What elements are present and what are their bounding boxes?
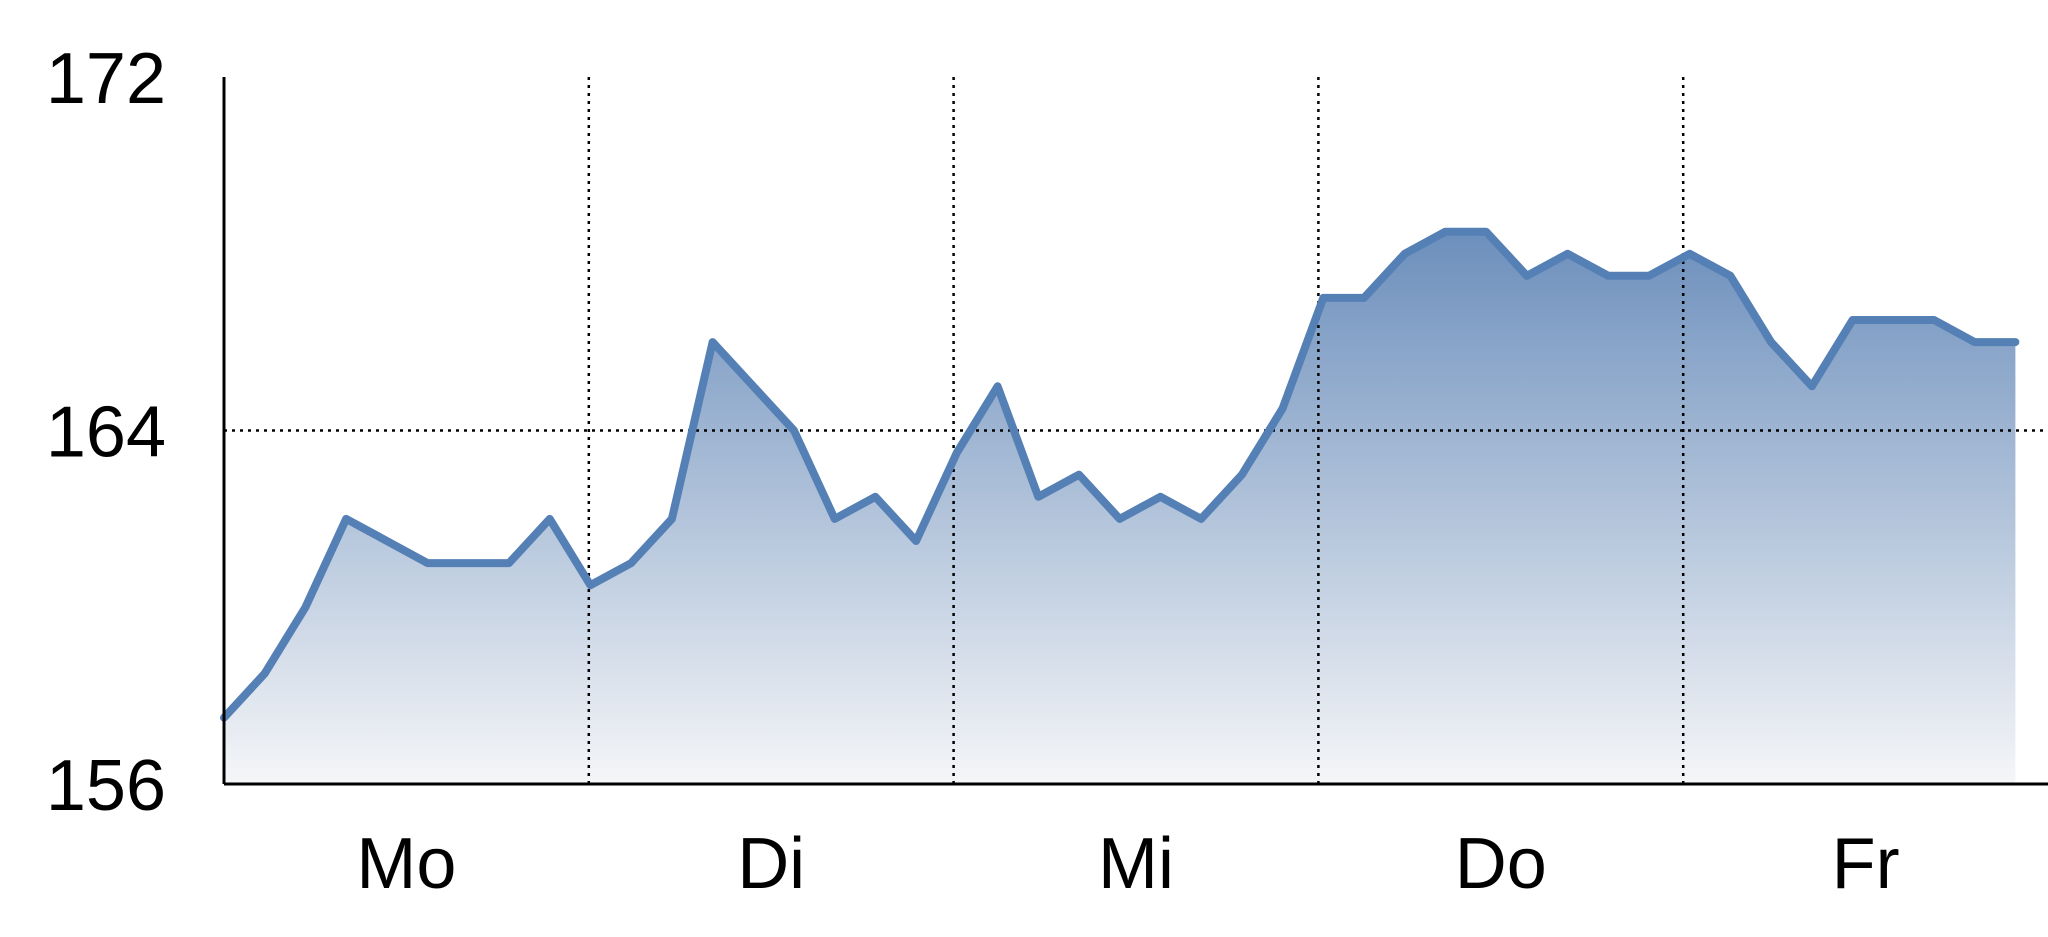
x-tick-label: Do: [1455, 824, 1547, 904]
series-area-fill: [224, 231, 2016, 784]
y-tick-labels: 156 164 172: [46, 39, 166, 826]
series-line: [220, 227, 2020, 722]
axis-layer: [222, 77, 2048, 786]
x-tick-label: Fr: [1832, 824, 1900, 904]
line-layer: [220, 227, 2020, 722]
y-tick-label: 172: [46, 39, 166, 119]
y-tick-label: 156: [46, 746, 166, 826]
x-tick-label: Mi: [1098, 824, 1174, 904]
x-tick-label: Mo: [356, 824, 456, 904]
area-layer: [224, 231, 2016, 784]
x-tick-label: Di: [737, 824, 805, 904]
grid-layer: [224, 77, 2048, 784]
y-tick-label: 164: [46, 393, 166, 473]
x-tick-labels: Mo Di Mi Do Fr: [356, 824, 1899, 904]
